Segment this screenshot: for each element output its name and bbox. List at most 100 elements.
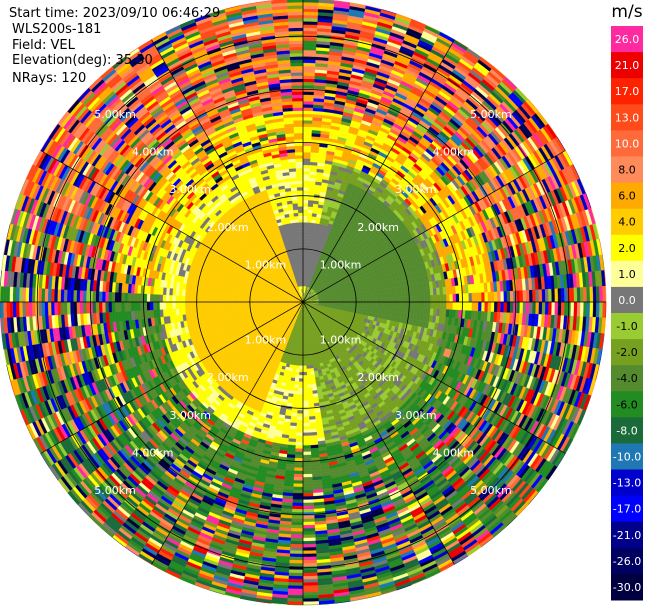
velocity-cell bbox=[481, 292, 485, 303]
velocity-cell bbox=[302, 132, 313, 137]
velocity-cell bbox=[382, 293, 386, 298]
velocity-cell bbox=[378, 293, 383, 299]
velocity-cell bbox=[347, 301, 351, 305]
velocity-cell bbox=[302, 123, 313, 127]
velocity-cell bbox=[522, 301, 527, 314]
velocity-cell bbox=[410, 307, 415, 314]
velocity-cell bbox=[455, 293, 460, 303]
velocity-cell bbox=[442, 294, 447, 303]
velocity-cell bbox=[302, 155, 311, 159]
velocity-cell bbox=[375, 305, 380, 311]
velocity-cell bbox=[449, 293, 454, 303]
velocity-cell bbox=[427, 295, 431, 303]
velocity-cell bbox=[302, 222, 308, 226]
velocity-cell bbox=[302, 0, 319, 3]
velocity-cell bbox=[442, 301, 447, 310]
velocity-cell bbox=[302, 180, 310, 185]
velocity-cell bbox=[302, 104, 314, 108]
velocity-cell bbox=[350, 296, 355, 300]
velocity-cell bbox=[302, 177, 310, 182]
velocity-sectors bbox=[0, 0, 607, 606]
velocity-cell bbox=[423, 295, 428, 303]
velocity-cell bbox=[334, 298, 339, 301]
velocity-cell bbox=[439, 294, 444, 303]
velocity-cell bbox=[589, 286, 594, 303]
velocity-cell bbox=[356, 304, 361, 309]
velocity-cell bbox=[548, 288, 552, 303]
velocity-cell bbox=[388, 306, 393, 312]
velocity-cell bbox=[302, 206, 309, 210]
velocity-cell bbox=[388, 301, 393, 307]
velocity-cell bbox=[519, 290, 524, 303]
velocity-cell bbox=[528, 301, 533, 315]
velocity-cell bbox=[586, 286, 591, 303]
velocity-cell bbox=[394, 291, 399, 298]
velocity-cell bbox=[433, 294, 438, 303]
velocity-cell bbox=[302, 225, 308, 229]
velocity-cell bbox=[302, 116, 313, 121]
velocity-cell bbox=[414, 295, 418, 303]
velocity-cell bbox=[417, 307, 422, 315]
velocity-cell bbox=[532, 301, 536, 315]
velocity-cell bbox=[557, 301, 562, 316]
velocity-cell bbox=[302, 244, 307, 249]
velocity-cell bbox=[560, 288, 565, 303]
velocity-cell bbox=[500, 291, 505, 303]
velocity-cell bbox=[564, 301, 568, 317]
velocity-cell bbox=[365, 308, 370, 313]
velocity-cell bbox=[337, 297, 342, 301]
velocity-cell bbox=[557, 288, 562, 303]
velocity-cell bbox=[420, 295, 425, 303]
velocity-cell bbox=[308, 199, 314, 204]
velocity-cell bbox=[302, 120, 313, 124]
velocity-cell bbox=[306, 228, 311, 233]
velocity-cell bbox=[302, 97, 314, 102]
velocity-cell bbox=[379, 301, 383, 307]
velocity-cell bbox=[302, 193, 309, 198]
velocity-cell bbox=[353, 304, 358, 308]
velocity-cell bbox=[468, 301, 473, 312]
velocity-cell bbox=[302, 65, 316, 70]
velocity-cell bbox=[302, 91, 315, 96]
velocity-cell bbox=[397, 306, 402, 313]
velocity-cell bbox=[398, 296, 403, 303]
velocity-cell bbox=[513, 290, 517, 303]
velocity-cell bbox=[302, 174, 310, 178]
velocity-cell bbox=[302, 24, 318, 29]
velocity-cell bbox=[372, 305, 377, 310]
start-time-label: Start time: 2023/09/10 06:46:29 bbox=[9, 6, 221, 21]
velocity-cell bbox=[302, 238, 307, 242]
velocity-cell bbox=[551, 288, 556, 303]
velocity-cell bbox=[417, 295, 422, 303]
velocity-cell bbox=[509, 301, 514, 314]
velocity-cell bbox=[395, 296, 399, 303]
velocity-cell bbox=[471, 292, 476, 303]
velocity-cell bbox=[487, 291, 492, 303]
velocity-cell bbox=[302, 43, 317, 48]
velocity-cell bbox=[525, 289, 530, 303]
velocity-cell bbox=[353, 296, 358, 300]
velocity-cell bbox=[302, 59, 316, 64]
velocity-cell bbox=[302, 27, 318, 32]
velocity-cell bbox=[302, 167, 311, 172]
velocity-cell bbox=[535, 289, 540, 303]
velocity-cell bbox=[308, 183, 316, 188]
velocity-cell bbox=[302, 135, 312, 140]
velocity-cell bbox=[528, 289, 533, 303]
velocity-cell bbox=[484, 292, 489, 303]
velocity-cell bbox=[344, 301, 348, 305]
velocity-cell bbox=[302, 254, 306, 258]
velocity-cell bbox=[411, 296, 415, 303]
velocity-cell bbox=[385, 292, 390, 298]
velocity-cell bbox=[446, 301, 450, 310]
velocity-cell bbox=[359, 295, 364, 300]
velocity-cell bbox=[465, 301, 470, 311]
velocity-cell bbox=[302, 250, 306, 255]
velocity-cell bbox=[576, 287, 581, 303]
velocity-cell bbox=[350, 301, 355, 305]
velocity-cell bbox=[302, 187, 310, 191]
velocity-cell bbox=[497, 301, 501, 313]
velocity-cell bbox=[369, 301, 374, 306]
velocity-cell bbox=[309, 232, 315, 237]
velocity-cell bbox=[376, 301, 380, 307]
